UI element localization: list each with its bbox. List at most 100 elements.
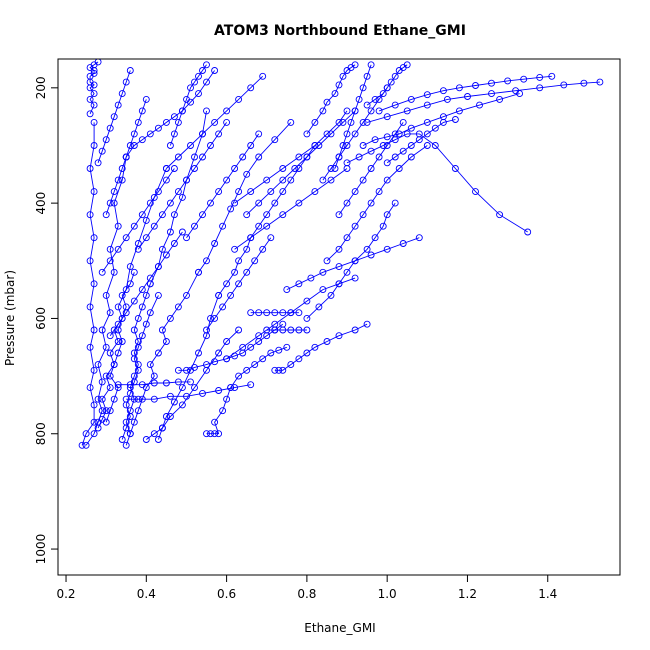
data-point: [451, 165, 459, 172]
data-point: [223, 107, 231, 115]
data-point: [174, 188, 182, 196]
data-point: [114, 338, 122, 345]
data-point: [82, 430, 90, 438]
series-line: [85, 156, 127, 446]
data-point: [126, 430, 134, 438]
series-line: [126, 384, 251, 400]
data-point: [114, 349, 122, 357]
data-point: [399, 118, 407, 126]
data-point: [327, 176, 335, 184]
data-point: [106, 407, 114, 415]
data-point: [371, 136, 379, 144]
data-point: [367, 251, 375, 259]
data-point: [138, 332, 146, 340]
data-point: [134, 395, 142, 403]
data-point: [239, 343, 247, 351]
data-point: [367, 61, 375, 69]
data-point: [178, 384, 186, 392]
data-point: [187, 84, 194, 92]
data-point: [106, 199, 114, 207]
data-point: [431, 142, 439, 149]
x-tick-label: 0.8: [297, 587, 316, 601]
data-point: [162, 338, 170, 345]
data-point: [335, 280, 343, 288]
data-point: [287, 176, 295, 184]
data-point: [243, 268, 251, 276]
data-point: [122, 309, 130, 317]
data-point: [118, 291, 126, 299]
data-point: [311, 343, 319, 351]
data-point: [227, 291, 235, 299]
data-point: [90, 118, 98, 126]
data-point: [146, 309, 154, 317]
data-point: [488, 79, 495, 87]
data-point: [170, 130, 178, 138]
data-point: [343, 234, 351, 242]
data-point: [178, 107, 186, 115]
data-point: [138, 136, 146, 144]
data-point: [215, 130, 223, 138]
data-point: [383, 84, 391, 92]
data-point: [118, 314, 126, 322]
data-point: [231, 268, 239, 276]
data-point: [98, 268, 106, 276]
data-point: [399, 240, 407, 247]
data-point: [150, 430, 158, 438]
data-point: [90, 366, 98, 374]
data-point: [122, 78, 130, 86]
data-point: [339, 72, 347, 80]
x-tick-label: 0.4: [137, 587, 156, 601]
data-point: [383, 133, 391, 141]
series-line: [322, 87, 388, 181]
data-point: [367, 147, 375, 155]
data-point: [235, 280, 243, 288]
data-point: [315, 142, 323, 149]
data-point: [351, 222, 359, 230]
data-point: [339, 118, 347, 126]
data-point: [223, 118, 231, 126]
data-point: [102, 343, 110, 351]
data-point: [415, 234, 423, 242]
data-point: [403, 130, 411, 138]
data-point: [279, 309, 287, 317]
data-point: [183, 291, 190, 299]
data-point: [259, 245, 267, 253]
series-line: [137, 122, 227, 250]
data-point: [383, 176, 391, 184]
data-point: [351, 257, 359, 265]
data-point: [211, 418, 219, 426]
data-point: [183, 366, 190, 374]
data-point: [251, 257, 259, 265]
data-point: [130, 130, 138, 138]
data-point: [122, 424, 130, 432]
data-point: [255, 153, 263, 161]
data-point: [263, 309, 271, 317]
data-point: [363, 101, 371, 109]
data-point: [90, 418, 98, 426]
y-tick-label: 200: [34, 76, 48, 99]
data-point: [102, 291, 110, 299]
series-line: [101, 168, 175, 273]
data-point: [267, 234, 275, 242]
series-line: [362, 93, 520, 146]
data-point: [86, 95, 94, 103]
data-point: [247, 343, 255, 351]
data-point: [146, 199, 154, 207]
data-point: [231, 245, 239, 253]
data-point: [395, 165, 403, 172]
data-point: [243, 366, 251, 374]
chart-title: ATOM3 Northbound Ethane_GMI: [214, 23, 466, 39]
data-point: [247, 188, 255, 196]
data-point: [439, 87, 447, 95]
data-point: [86, 110, 94, 118]
data-point: [122, 286, 130, 294]
data-point: [379, 90, 387, 98]
data-point: [203, 326, 210, 334]
data-point: [371, 95, 379, 103]
data-point: [255, 130, 263, 138]
data-point: [130, 418, 138, 426]
data-point: [94, 159, 102, 167]
series-line: [169, 64, 207, 146]
data-point: [351, 326, 359, 334]
data-point: [203, 107, 210, 115]
